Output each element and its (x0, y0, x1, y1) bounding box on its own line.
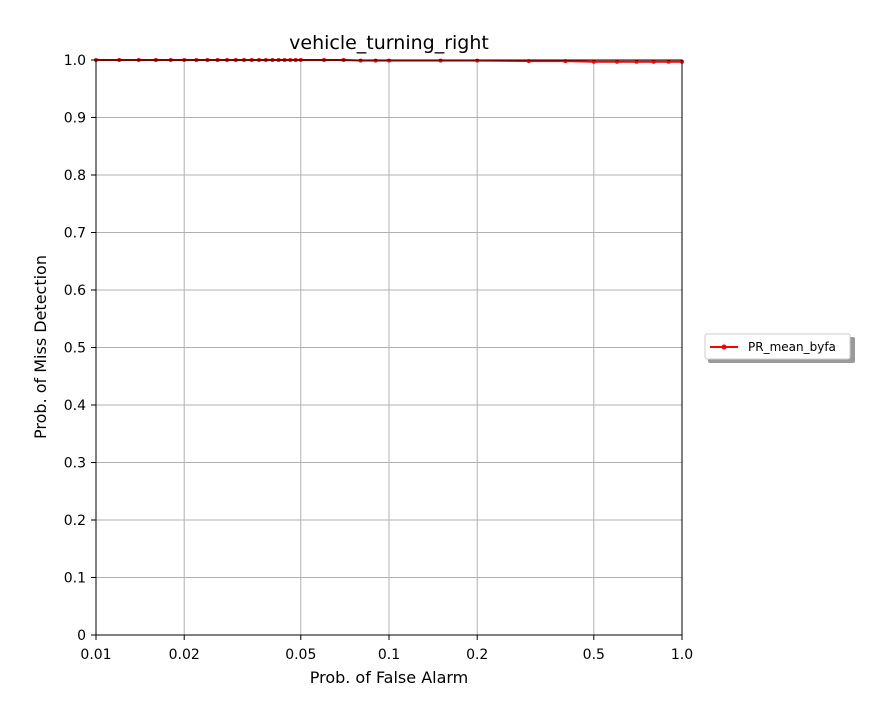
x-axis-title: Prob. of False Alarm (310, 668, 469, 687)
y-tick-label: 1.0 (64, 53, 86, 69)
y-tick-label: 0.9 (64, 111, 86, 127)
y-tick-label: 0.2 (64, 513, 86, 529)
y-tick-label: 0.3 (64, 456, 86, 472)
legend: PR_mean_byfa (704, 333, 855, 363)
ticks: 0.01 0.02 0.05 0.1 0.2 0.5 1.0 0 0.1 0.2 0.3 0.4 0.5… (64, 53, 693, 663)
data-point (634, 59, 639, 64)
x-tick-label: 0.01 (80, 647, 111, 663)
x-tick-label: 0.05 (285, 647, 316, 663)
x-tick-label: 0.2 (466, 647, 488, 663)
y-tick-label: 0.6 (64, 283, 86, 299)
y-tick-label: 0.8 (64, 168, 86, 184)
x-tick-label: 0.02 (169, 647, 200, 663)
data-point (666, 59, 671, 64)
data-point (438, 58, 443, 63)
data-point (651, 59, 656, 64)
x-tick-label: 0.1 (378, 647, 400, 663)
data-point (475, 58, 480, 63)
y-tick-label: 0.5 (64, 341, 86, 357)
legend-box (704, 333, 851, 360)
grid (95, 59, 683, 636)
data-point (358, 58, 363, 63)
y-tick-label: 0 (77, 628, 86, 644)
data-point (614, 59, 619, 64)
y-tick-label: 0.4 (64, 398, 86, 414)
legend-swatch-marker (721, 344, 727, 350)
x-tick-label: 0.5 (583, 647, 605, 663)
data-point (387, 58, 391, 63)
y-tick-label: 0.1 (64, 571, 86, 587)
y-tick-label: 0.7 (64, 226, 86, 242)
data-point (373, 58, 378, 63)
y-axis-title: Prob. of Miss Detection (31, 255, 50, 439)
legend-entry-pr-mean-byfa: PR_mean_byfa (748, 340, 836, 354)
data-point (591, 59, 596, 64)
x-tick-label: 1.0 (671, 647, 693, 663)
chart-title: vehicle_turning_right (289, 32, 489, 54)
